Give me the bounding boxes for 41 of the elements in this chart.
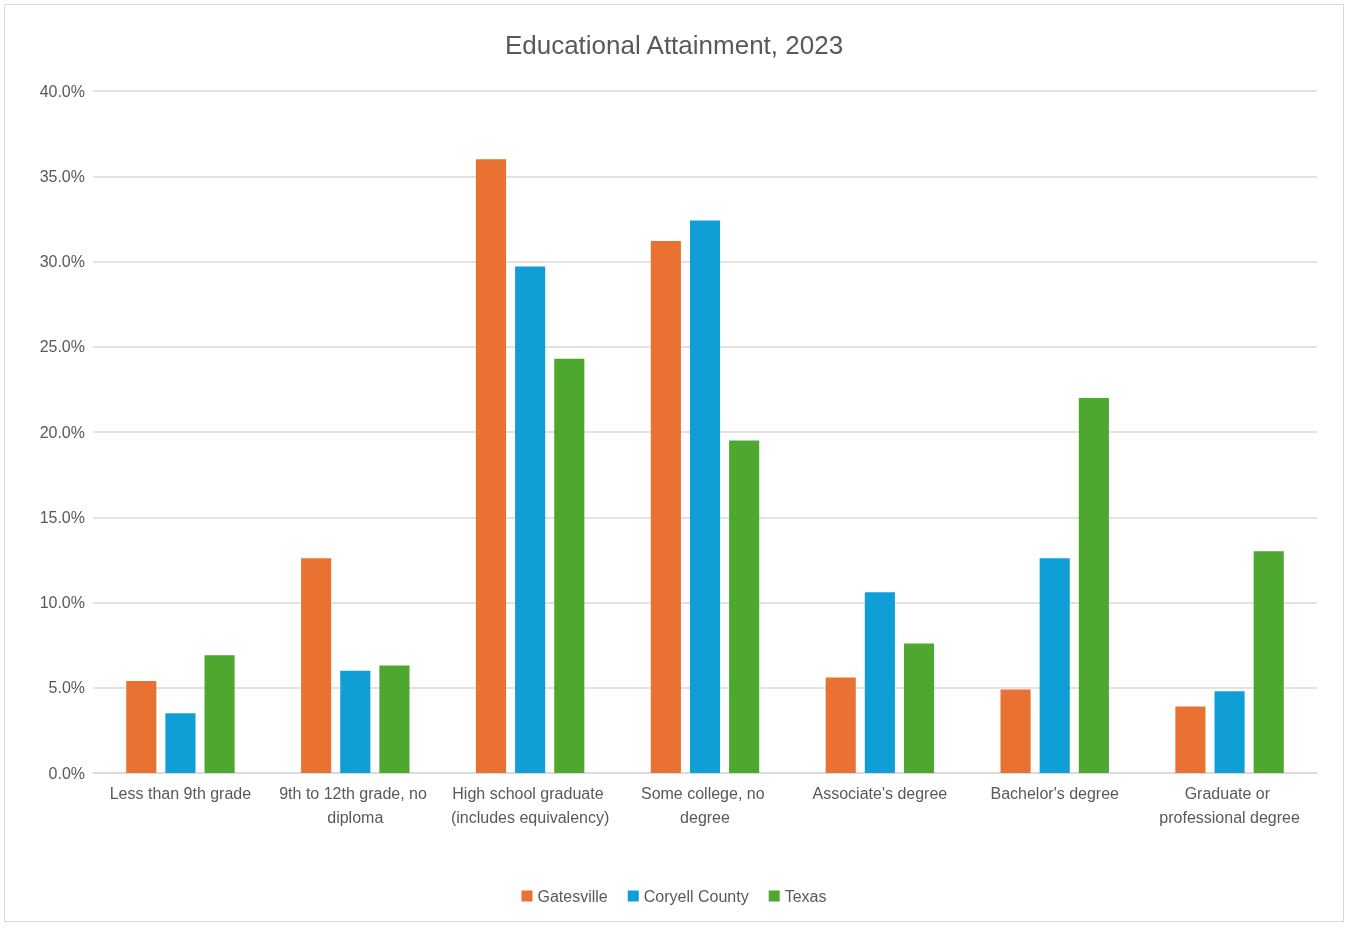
x-tick-label: 9th to 12th grade, no diploma [279, 784, 432, 826]
x-tick-label: Less than 9th grade [109, 784, 252, 802]
y-tick-label: 10.0% [39, 594, 85, 611]
y-tick-label: 15.0% [39, 508, 85, 526]
y-tick-label: 20.0% [39, 423, 85, 441]
bar [1253, 551, 1284, 773]
legend-label: Coryell County [643, 887, 749, 905]
bar [204, 655, 235, 773]
x-tick-label: Graduate or professional degree [1159, 784, 1300, 826]
bar [864, 592, 895, 773]
bar [379, 665, 410, 773]
bar [729, 440, 760, 773]
x-tick-label: Bachelor's degree [990, 784, 1120, 802]
bar [126, 680, 157, 773]
bar [475, 159, 507, 773]
bar [165, 713, 196, 773]
legend-label: Gatesville [537, 887, 608, 905]
bar [515, 266, 546, 773]
bar [689, 220, 721, 773]
chart-title: Educational Attainment, 2023 [504, 30, 844, 60]
x-tick-label: Some college, no degree [640, 784, 770, 826]
bar [1175, 706, 1206, 773]
x-tick-label: High school graduate (includes equivalency) [450, 784, 610, 826]
bar [554, 358, 585, 773]
bar [1214, 691, 1245, 773]
y-tick-label: 5.0% [48, 679, 85, 697]
bar [1078, 397, 1109, 773]
bar [1039, 558, 1070, 773]
legend-label: Texas [784, 887, 827, 905]
bar [903, 643, 935, 773]
y-tick-label: 25.0% [39, 338, 85, 356]
bar [340, 670, 371, 773]
bar [650, 241, 681, 773]
y-tick-label: 30.0% [39, 253, 85, 270]
bar [1000, 689, 1031, 773]
x-tick-label: Associate's degree [812, 784, 948, 802]
bar [301, 558, 332, 773]
y-tick-label: 0.0% [48, 764, 85, 782]
bar [825, 677, 856, 773]
y-tick-label: 35.0% [39, 167, 85, 185]
y-tick-label: 40.0% [39, 82, 85, 100]
